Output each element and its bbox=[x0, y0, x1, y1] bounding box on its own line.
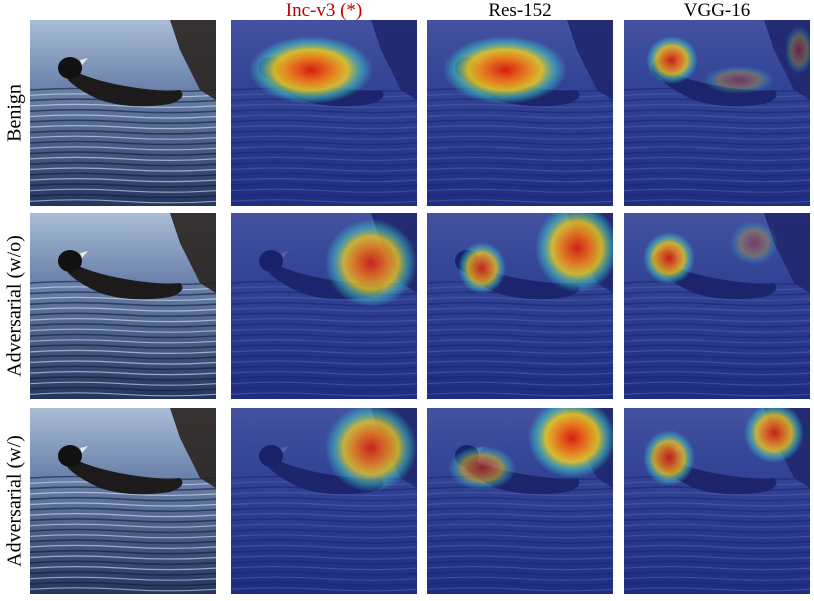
row-label-benign: Benign bbox=[3, 84, 26, 142]
row-label-adversarial-with: Adversarial (w/) bbox=[3, 435, 26, 567]
column-header-original bbox=[30, 0, 216, 22]
heatmap-res-152-benign bbox=[427, 20, 613, 206]
heatmap-inc-v3-adversarial-without bbox=[231, 213, 417, 399]
input-image-adversarial-with bbox=[30, 408, 216, 594]
column-header-vgg-16: VGG-16 bbox=[683, 0, 751, 21]
column-header-inc-v3: Inc-v3 (*) bbox=[285, 0, 363, 21]
heatmap-inc-v3-benign bbox=[231, 20, 417, 206]
heatmap-res-152-adversarial-without bbox=[427, 213, 613, 399]
heatmap-vgg-16-adversarial-without bbox=[624, 213, 810, 399]
heatmap-vgg-16-adversarial-with bbox=[624, 408, 810, 594]
input-image-benign bbox=[30, 20, 216, 206]
column-header-res-152: Res-152 bbox=[488, 0, 552, 21]
input-image-adversarial-without bbox=[30, 213, 216, 399]
heatmap-inc-v3-adversarial-with bbox=[231, 408, 417, 594]
row-label-adversarial-without: Adversarial (w/o) bbox=[3, 235, 26, 377]
heatmap-res-152-adversarial-with bbox=[427, 408, 613, 594]
heatmap-vgg-16-benign bbox=[624, 20, 810, 206]
